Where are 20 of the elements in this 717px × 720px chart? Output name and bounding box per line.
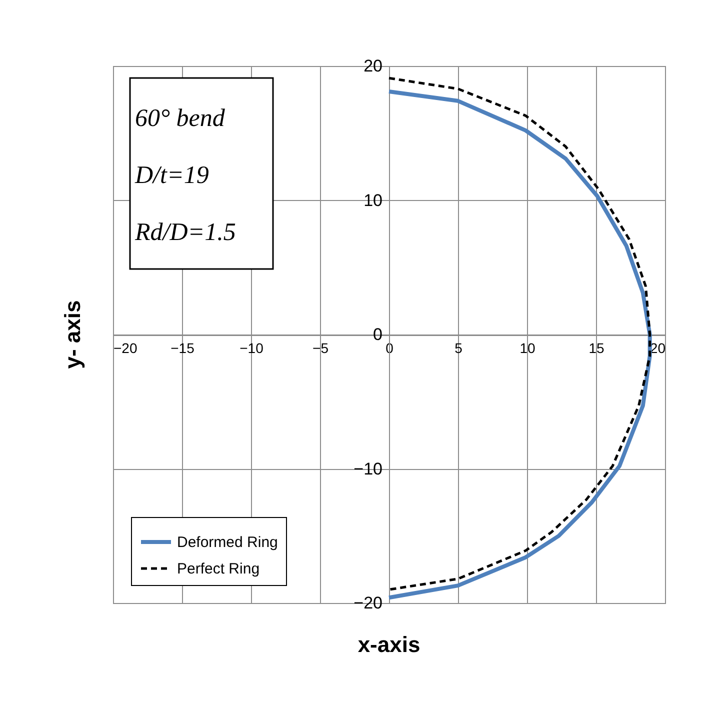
annotation: D/t=19 (134, 162, 210, 189)
x-tick-label: 20 (650, 340, 666, 356)
x-tick-label: 10 (520, 340, 536, 356)
y-tick-label: 20 (364, 56, 382, 76)
x-tick-label: 15 (588, 340, 604, 356)
x-tick-label: −10 (240, 340, 264, 356)
x-axis-title: x-axis (358, 632, 420, 657)
annotation: Rd/D=1.5 (134, 219, 236, 246)
legend-label: Perfect Ring (177, 560, 260, 578)
x-tick-label: −20 (114, 340, 138, 356)
y-tick-label: −20 (354, 594, 382, 612)
legend-label: Deformed Ring (177, 534, 278, 551)
x-tick-label: −15 (170, 340, 195, 356)
y-axis-title: y- axis (60, 300, 85, 369)
y-tick-label: 0 (373, 325, 382, 344)
annotation: 60° bend (135, 105, 226, 132)
x-tick-label: −5 (312, 340, 329, 356)
y-tick-label: −10 (354, 459, 382, 478)
x-tick-label: 5 (454, 340, 463, 356)
y-tick-label: 10 (364, 190, 382, 210)
